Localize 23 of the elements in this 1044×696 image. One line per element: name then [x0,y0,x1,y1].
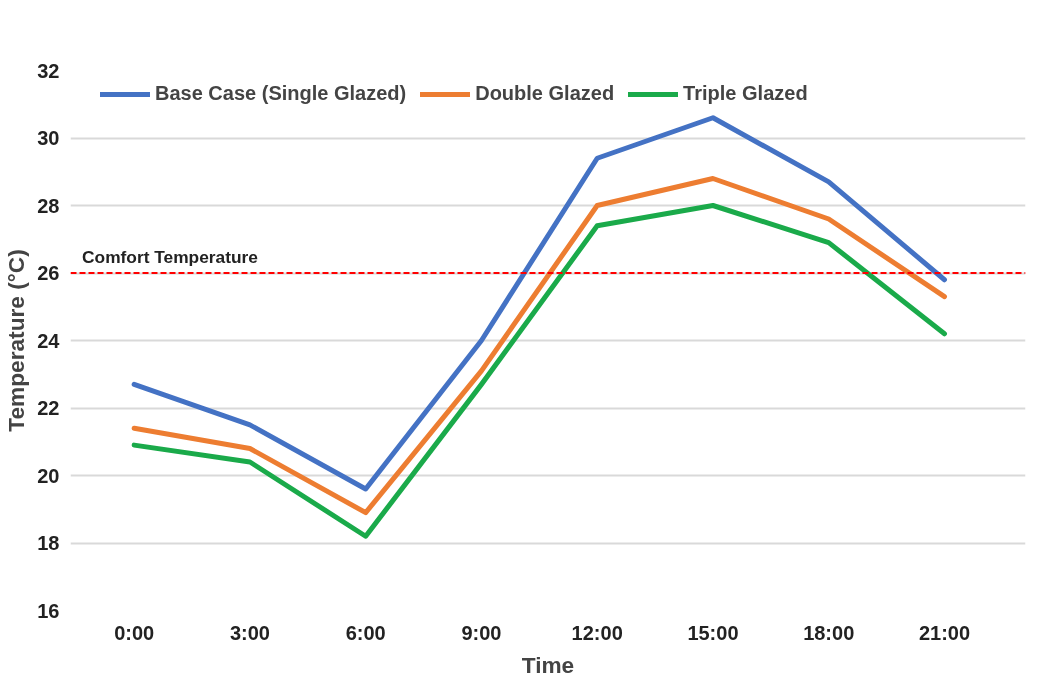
x-tick-label: 0:00 [114,621,155,644]
y-tick-label: 30 [37,127,60,149]
x-tick-label: 6:00 [345,621,386,644]
y-tick-label: 32 [37,59,60,82]
x-tick-label: 21:00 [918,621,971,644]
legend-label: Triple Glazed [683,82,808,105]
y-tick-label: 16 [37,599,60,622]
x-tick-label: 12:00 [571,621,623,644]
y-tick-label: 26 [37,262,60,284]
y-tick-label: 22 [37,397,60,419]
y-tick-label: 18 [37,532,60,554]
legend-label: Double Glazed [475,82,615,105]
y-axis-title: Temperature (°C) [3,249,30,432]
y-tick-label: 20 [37,464,60,487]
x-axis-title: Time [521,651,575,678]
y-tick-label: 28 [37,194,60,217]
legend-label: Base Case (Single Glazed) [155,82,407,105]
y-tick-label: 24 [37,329,61,352]
x-tick-label: 9:00 [461,621,502,644]
ref-line-label: Comfort Temperature [82,247,259,267]
x-tick-label: 15:00 [687,621,739,644]
x-tick-label: 18:00 [803,621,855,644]
x-tick-label: 3:00 [229,621,270,644]
